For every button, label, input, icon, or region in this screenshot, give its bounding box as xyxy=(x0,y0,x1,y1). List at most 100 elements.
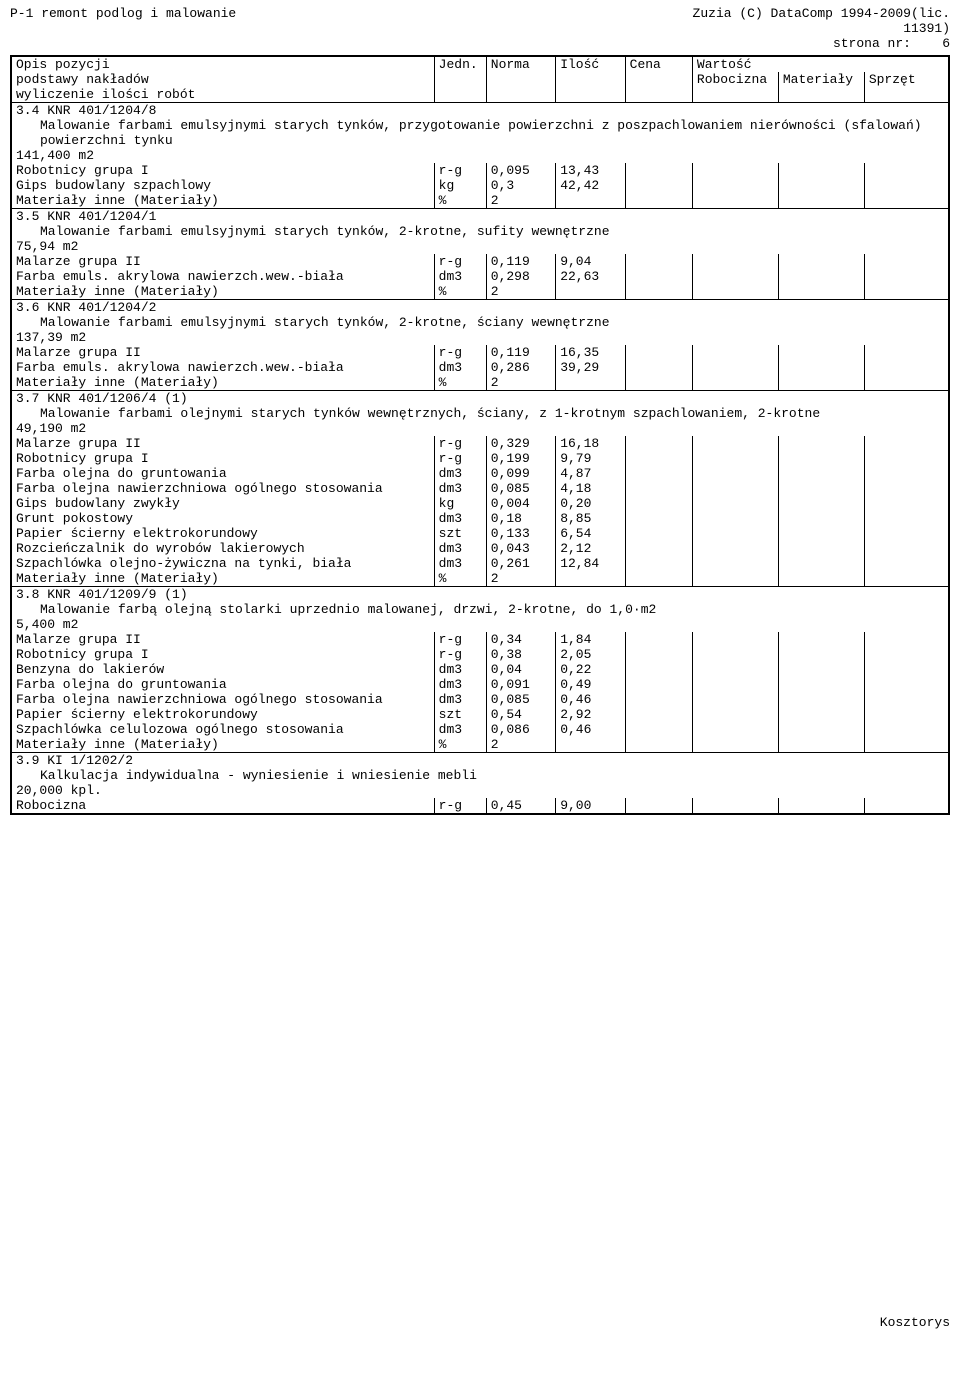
cell: Papier ścierny elektrokorundowy xyxy=(11,526,434,541)
cell: Grunt pokostowy xyxy=(11,511,434,526)
cell: 0,261 xyxy=(486,556,555,571)
cell xyxy=(556,375,625,391)
cell: Materiały inne (Materiały) xyxy=(11,375,434,391)
cell xyxy=(556,284,625,300)
cell xyxy=(864,571,949,587)
cell: 0,085 xyxy=(486,481,555,496)
cell: Malarze grupa II xyxy=(11,345,434,360)
cell xyxy=(864,254,949,269)
section-area: 49,190 m2 xyxy=(11,421,949,436)
cell xyxy=(692,496,778,511)
section-code: 3.5 KNR 401/1204/1 xyxy=(11,209,949,225)
cell: kg xyxy=(434,496,486,511)
cell: Szpachlówka celulozowa ogólnego stosowan… xyxy=(11,722,434,737)
cell: Farba olejna do gruntowania xyxy=(11,677,434,692)
cell: 0,04 xyxy=(486,662,555,677)
cell xyxy=(778,496,864,511)
cell xyxy=(864,451,949,466)
cell xyxy=(625,556,692,571)
cell xyxy=(778,677,864,692)
col-opis: Opis pozycji xyxy=(11,56,434,72)
cell xyxy=(692,481,778,496)
cell: dm3 xyxy=(434,662,486,677)
page-number: 6 xyxy=(942,36,950,51)
cell xyxy=(692,269,778,284)
cell: r-g xyxy=(434,632,486,647)
header-right3: strona nr: 6 xyxy=(10,36,950,51)
cell: 0,45 xyxy=(486,798,555,814)
cell xyxy=(778,798,864,814)
cell xyxy=(625,722,692,737)
cell: 13,43 xyxy=(556,163,625,178)
cell: Farba olejna do gruntowania xyxy=(11,466,434,481)
section-desc: Kalkulacja indywidualna - wyniesienie i … xyxy=(11,768,949,783)
cell xyxy=(778,254,864,269)
cell: dm3 xyxy=(434,466,486,481)
cell: 1,84 xyxy=(556,632,625,647)
cell xyxy=(864,436,949,451)
cell xyxy=(778,436,864,451)
cell xyxy=(692,375,778,391)
section-area: 141,400 m2 xyxy=(11,148,949,163)
cell xyxy=(864,798,949,814)
cell: 0,46 xyxy=(556,692,625,707)
cell: 4,18 xyxy=(556,481,625,496)
cell: dm3 xyxy=(434,481,486,496)
cell: 0,49 xyxy=(556,677,625,692)
cell xyxy=(864,375,949,391)
cell xyxy=(778,526,864,541)
cell: r-g xyxy=(434,451,486,466)
cell xyxy=(778,481,864,496)
cell xyxy=(778,556,864,571)
section-area: 5,400 m2 xyxy=(11,617,949,632)
cell xyxy=(625,375,692,391)
cell xyxy=(692,163,778,178)
cell xyxy=(778,722,864,737)
cell: 42,42 xyxy=(556,178,625,193)
cell: 0,086 xyxy=(486,722,555,737)
cell xyxy=(556,737,625,753)
cell xyxy=(692,466,778,481)
section-area: 137,39 m2 xyxy=(11,330,949,345)
cell xyxy=(864,345,949,360)
cell: dm3 xyxy=(434,677,486,692)
cell: 9,04 xyxy=(556,254,625,269)
cell xyxy=(625,526,692,541)
cell: 0,133 xyxy=(486,526,555,541)
cell: 2,12 xyxy=(556,541,625,556)
cell xyxy=(778,284,864,300)
cell xyxy=(864,163,949,178)
cell xyxy=(864,193,949,209)
cell xyxy=(692,436,778,451)
cell: dm3 xyxy=(434,269,486,284)
cell: 9,00 xyxy=(556,798,625,814)
cell xyxy=(778,662,864,677)
cell xyxy=(625,436,692,451)
cell: 0,20 xyxy=(556,496,625,511)
cell: Rozcieńczalnik do wyrobów lakierowych xyxy=(11,541,434,556)
cell: Szpachlówka olejno-żywiczna na tynki, bi… xyxy=(11,556,434,571)
cell xyxy=(778,571,864,587)
cell: r-g xyxy=(434,345,486,360)
cell: Materiały inne (Materiały) xyxy=(11,737,434,753)
cell xyxy=(692,254,778,269)
cell xyxy=(692,707,778,722)
cell xyxy=(692,284,778,300)
cell xyxy=(625,647,692,662)
cell: 0,54 xyxy=(486,707,555,722)
cell xyxy=(625,254,692,269)
cell: 4,87 xyxy=(556,466,625,481)
cell xyxy=(864,511,949,526)
cell xyxy=(692,526,778,541)
footer-label: Kosztorys xyxy=(10,1315,950,1330)
cell: dm3 xyxy=(434,556,486,571)
cell xyxy=(692,541,778,556)
cell xyxy=(692,737,778,753)
col-opis3: wyliczenie ilości robót xyxy=(11,87,434,103)
cell: Papier ścierny elektrokorundowy xyxy=(11,707,434,722)
header-right1: Zuzia (C) DataComp 1994-2009(lic. xyxy=(693,6,950,21)
cell: 0,46 xyxy=(556,722,625,737)
cell: 0,095 xyxy=(486,163,555,178)
col-sprzet: Sprzęt xyxy=(864,72,949,103)
cell: 0,119 xyxy=(486,254,555,269)
